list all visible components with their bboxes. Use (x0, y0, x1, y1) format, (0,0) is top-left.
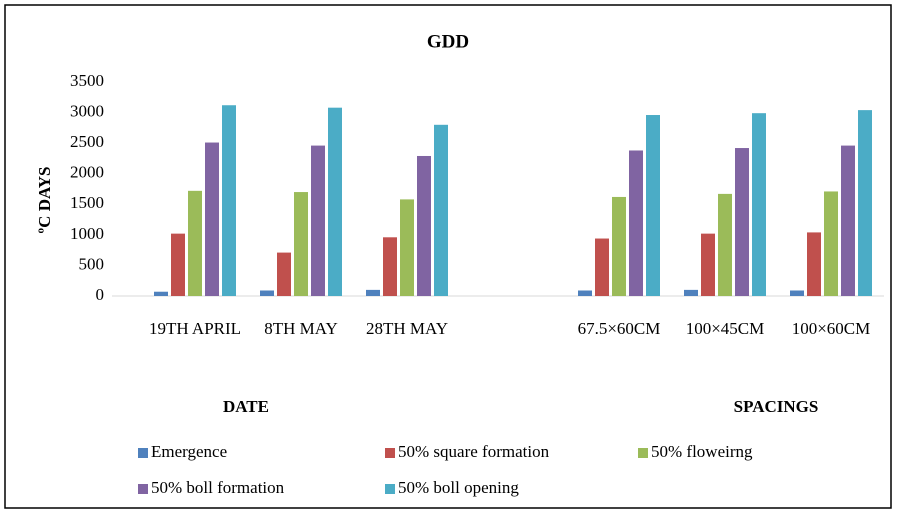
y-tick-label: 2000 (70, 163, 104, 182)
y-tick-label: 2500 (70, 132, 104, 151)
legend-label: 50% boll formation (151, 478, 285, 497)
y-tick-label: 3500 (70, 71, 104, 90)
bar (701, 233, 715, 296)
legend-swatch (138, 448, 148, 458)
x-tick-label: 100×60CM (791, 319, 871, 338)
y-axis-label: ºC DAYS (35, 167, 54, 234)
bar (154, 291, 168, 296)
x-tick-label: 8TH MAY (264, 319, 338, 338)
x-tick-label: 67.5×60CM (577, 319, 661, 338)
y-tick-label: 1000 (70, 224, 104, 243)
bar (383, 237, 397, 296)
x-tick-label: 19TH APRIL (148, 319, 242, 338)
legend-label: 50% square formation (398, 442, 550, 461)
bar (841, 145, 855, 296)
bar (294, 192, 308, 296)
bar (277, 252, 291, 296)
y-tick-label: 500 (79, 254, 105, 273)
bar (366, 289, 380, 296)
legend-label: 50% boll opening (398, 478, 519, 497)
legend-label: 50% floweirng (651, 442, 753, 461)
legend-swatch (638, 448, 648, 458)
bar (260, 290, 274, 296)
bar (646, 115, 660, 296)
x-tick-label: 100×45CM (685, 319, 765, 338)
group-label: SPACINGS (734, 397, 819, 416)
bar (328, 107, 342, 297)
bar (807, 232, 821, 296)
bar (171, 233, 185, 296)
bar (222, 105, 236, 296)
bar (735, 148, 749, 296)
bar (417, 155, 431, 296)
y-tick-label: 1500 (70, 193, 104, 212)
bar (400, 199, 414, 296)
bar (790, 290, 804, 296)
bar (434, 124, 448, 296)
bar (578, 290, 592, 296)
bar (612, 196, 626, 296)
bar (858, 110, 872, 296)
legend-swatch (385, 448, 395, 458)
x-tick-label: 28TH MAY (365, 319, 449, 338)
bar (595, 238, 609, 296)
y-tick-label: 0 (96, 285, 105, 304)
bar (824, 191, 838, 296)
chart-border (4, 4, 892, 509)
bar (684, 289, 698, 296)
bar (752, 113, 766, 296)
bar (718, 193, 732, 296)
legend-swatch (138, 484, 148, 494)
legend-label: Emergence (151, 442, 227, 461)
group-label: DATE (223, 397, 269, 416)
y-tick-label: 3000 (70, 101, 104, 120)
bar (188, 190, 202, 296)
bar (311, 145, 325, 296)
chart-title: GDD (427, 31, 469, 52)
bar (205, 142, 219, 296)
bar (629, 150, 643, 296)
legend-swatch (385, 484, 395, 494)
